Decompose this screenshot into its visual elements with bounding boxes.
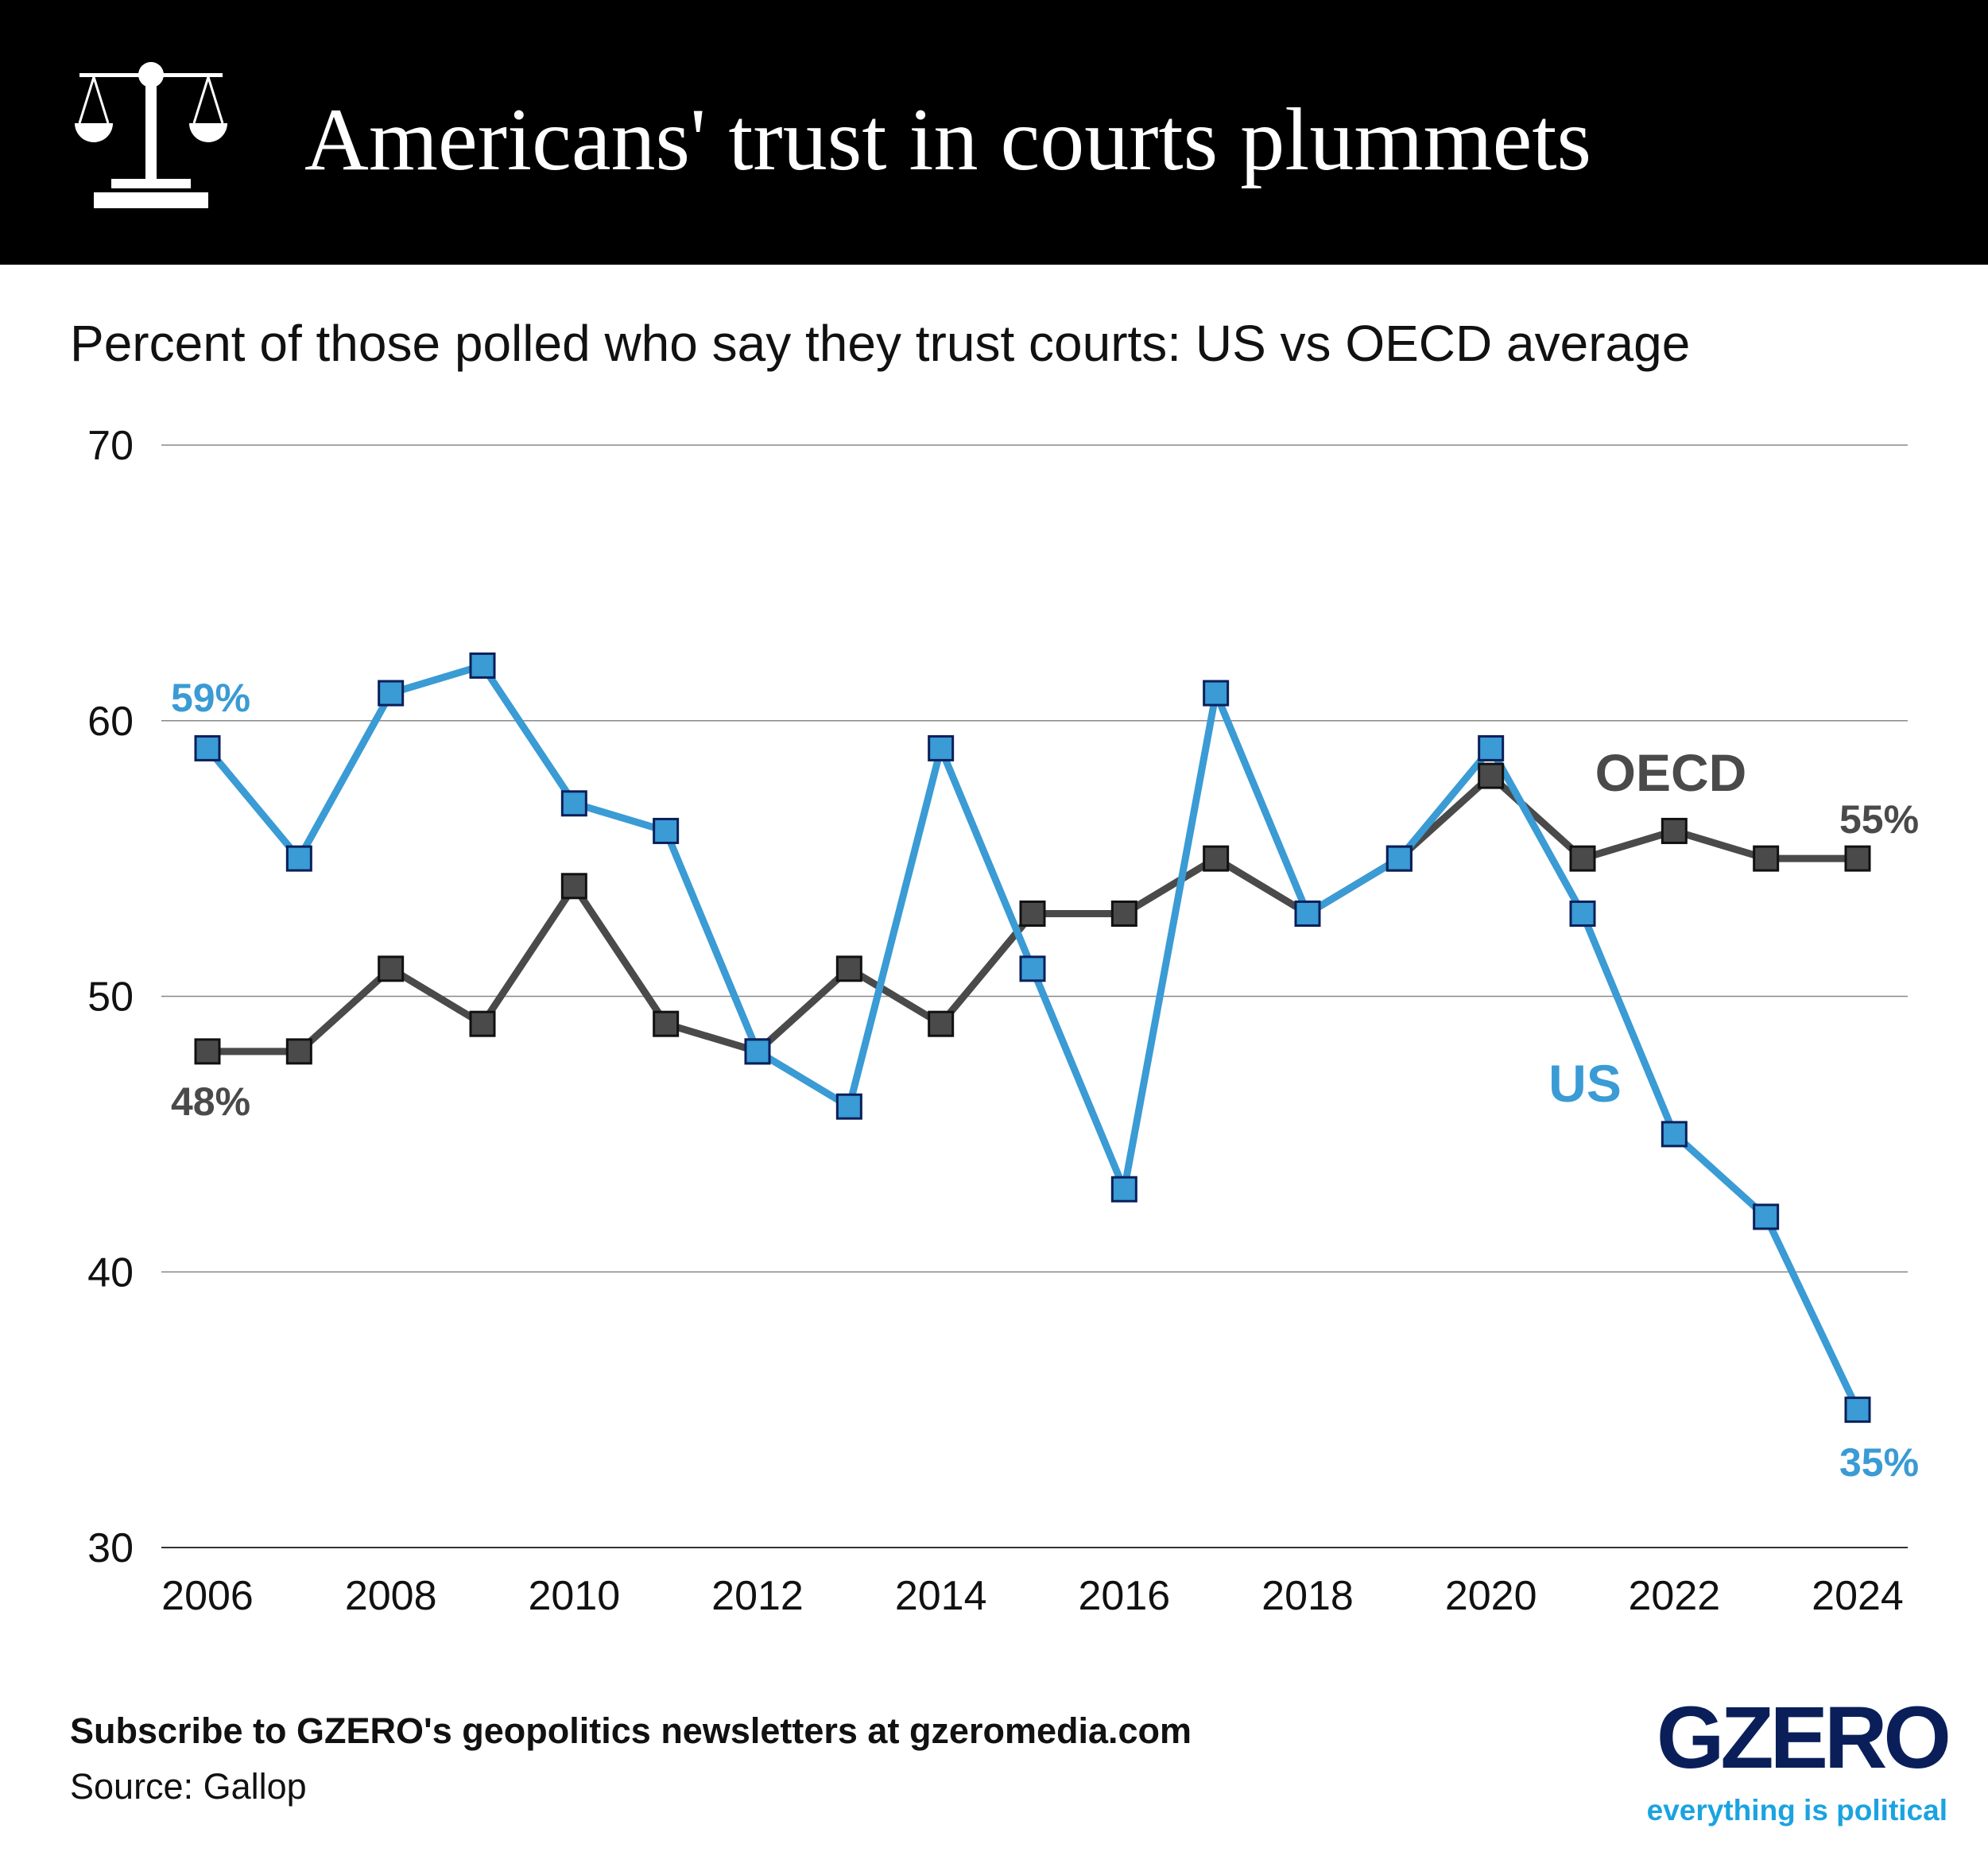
data-point-oecd bbox=[1569, 845, 1596, 872]
data-point-oecd bbox=[928, 1010, 955, 1037]
data-point-oecd bbox=[285, 1038, 312, 1065]
scales-of-justice-icon bbox=[75, 62, 227, 208]
chart-subtitle: Percent of those polled who say they tru… bbox=[70, 315, 1691, 372]
data-point-us bbox=[744, 1038, 771, 1065]
y-tick-label: 60 bbox=[87, 699, 134, 745]
line-chart: 30 40 50 60 70 2006 2008 2010 2012 2014 2016 2018 20… bbox=[87, 423, 1919, 1619]
data-point-oecd bbox=[1478, 762, 1505, 789]
data-point-oecd bbox=[1019, 900, 1046, 927]
x-tick-label: 2024 bbox=[1812, 1573, 1904, 1619]
series-label-us: US bbox=[1548, 1054, 1622, 1113]
data-point-us bbox=[1019, 955, 1046, 982]
us-start-label: 59% bbox=[171, 676, 250, 720]
x-tick-label: 2016 bbox=[1078, 1573, 1170, 1619]
data-point-us bbox=[928, 734, 955, 761]
chart-title: Americans' trust in courts plummets bbox=[304, 91, 1592, 189]
x-tick-label: 2006 bbox=[161, 1573, 254, 1619]
x-tick-label: 2008 bbox=[345, 1573, 437, 1619]
data-point-us bbox=[1385, 845, 1413, 872]
data-point-oecd bbox=[1110, 900, 1137, 927]
oecd-start-label: 48% bbox=[171, 1079, 250, 1124]
data-point-us bbox=[1753, 1203, 1780, 1230]
x-tick-label: 2012 bbox=[711, 1573, 804, 1619]
data-point-us bbox=[1478, 734, 1505, 761]
x-tick-label: 2020 bbox=[1445, 1573, 1537, 1619]
data-point-us bbox=[1569, 900, 1596, 927]
data-point-us bbox=[285, 845, 312, 872]
data-point-oecd bbox=[378, 955, 405, 982]
oecd-end-label: 55% bbox=[1839, 797, 1919, 842]
data-point-oecd bbox=[560, 873, 587, 900]
x-tick-label: 2010 bbox=[528, 1573, 620, 1619]
y-tick-label: 30 bbox=[87, 1525, 134, 1571]
gzero-logo: GZERO everything is political bbox=[1614, 1687, 1951, 1828]
data-point-us bbox=[1110, 1176, 1137, 1203]
series-label-oecd: OECD bbox=[1595, 743, 1747, 802]
data-point-us bbox=[560, 790, 587, 817]
data-point-us bbox=[653, 817, 680, 844]
y-tick-label: 40 bbox=[87, 1249, 134, 1296]
data-point-us bbox=[469, 652, 496, 679]
data-point-us bbox=[1661, 1121, 1688, 1148]
data-point-us bbox=[1203, 680, 1230, 707]
data-point-oecd bbox=[194, 1038, 221, 1065]
data-point-us bbox=[1294, 900, 1321, 927]
data-point-us bbox=[194, 734, 221, 761]
data-point-oecd bbox=[1753, 845, 1780, 872]
data-point-us bbox=[1844, 1397, 1871, 1424]
logo-tagline: everything is political bbox=[1646, 1793, 1947, 1827]
data-point-us bbox=[835, 1093, 862, 1120]
data-point-oecd bbox=[653, 1010, 680, 1037]
data-point-us bbox=[378, 680, 405, 707]
data-point-oecd bbox=[1203, 845, 1230, 872]
data-point-oecd bbox=[1661, 817, 1688, 844]
x-tick-label: 2022 bbox=[1628, 1573, 1720, 1619]
header-bar: Americans' trust in courts plummets bbox=[0, 0, 1988, 265]
y-tick-label: 50 bbox=[87, 974, 134, 1021]
subscribe-text: Subscribe to GZERO's geopolitics newslet… bbox=[70, 1710, 1192, 1751]
x-tick-label: 2018 bbox=[1261, 1573, 1354, 1619]
source-text: Source: Gallop bbox=[70, 1766, 307, 1807]
us-end-label: 35% bbox=[1839, 1440, 1919, 1485]
x-tick-label: 2014 bbox=[895, 1573, 987, 1619]
data-point-oecd bbox=[469, 1010, 496, 1037]
data-point-oecd bbox=[1844, 845, 1871, 872]
data-point-oecd bbox=[835, 955, 862, 982]
logo-name: GZERO bbox=[1656, 1689, 1951, 1787]
y-tick-label: 70 bbox=[87, 423, 134, 469]
